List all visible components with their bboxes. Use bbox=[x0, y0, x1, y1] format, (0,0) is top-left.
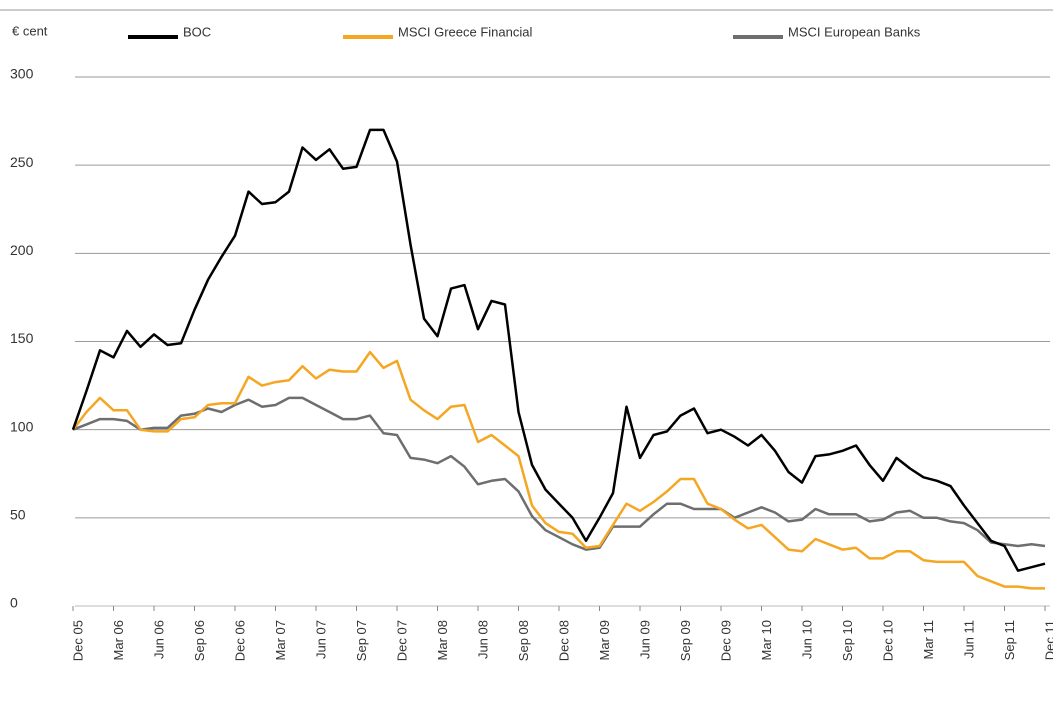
x-tick-label: Sep 07 bbox=[354, 620, 369, 661]
series-line bbox=[71, 128, 1046, 572]
x-tick-label: Mar 10 bbox=[759, 620, 774, 660]
y-tick-label: 250 bbox=[10, 154, 34, 170]
x-tick-label: Jun 10 bbox=[799, 620, 814, 659]
x-tick-label: Mar 09 bbox=[597, 620, 612, 660]
x-tick-label: Jun 09 bbox=[637, 620, 652, 659]
x-tick-label: Jun 08 bbox=[475, 620, 490, 659]
x-tick-label: Sep 11 bbox=[1002, 620, 1017, 660]
x-tick-label: Dec 05 bbox=[70, 620, 85, 661]
y-tick-label: 150 bbox=[10, 330, 34, 346]
x-tick-label: Dec 10 bbox=[880, 620, 895, 661]
legend-label: MSCI European Banks bbox=[788, 24, 921, 39]
x-tick-label: Sep 06 bbox=[192, 620, 207, 661]
legend-label: BOC bbox=[183, 24, 211, 39]
series-line bbox=[72, 396, 1046, 551]
x-tick-label: Mar 08 bbox=[435, 620, 450, 660]
y-axis-label: € cent bbox=[12, 23, 48, 38]
x-tick-label: Mar 06 bbox=[111, 620, 126, 660]
series-line bbox=[72, 350, 1045, 590]
x-tick-label: Jun 11 bbox=[961, 620, 976, 658]
x-tick-label: Jun 07 bbox=[313, 620, 328, 659]
x-tick-label: Mar 07 bbox=[273, 620, 288, 660]
x-tick-label: Sep 10 bbox=[840, 620, 855, 661]
x-tick-label: Sep 08 bbox=[516, 620, 531, 661]
y-tick-label: 100 bbox=[10, 418, 34, 434]
y-tick-label: 300 bbox=[10, 66, 34, 82]
y-tick-label: 200 bbox=[10, 242, 34, 258]
x-tick-label: Dec 06 bbox=[232, 620, 247, 661]
x-tick-label: Dec 11 bbox=[1042, 620, 1053, 660]
x-tick-label: Mar 11 bbox=[921, 620, 936, 660]
y-tick-label: 0 bbox=[10, 595, 18, 611]
x-tick-label: Dec 09 bbox=[718, 620, 733, 661]
legend-label: MSCI Greece Financial bbox=[398, 24, 532, 39]
x-tick-label: Sep 09 bbox=[678, 620, 693, 661]
x-tick-label: Dec 08 bbox=[556, 620, 571, 661]
x-tick-label: Jun 06 bbox=[151, 620, 166, 659]
y-tick-label: 50 bbox=[10, 507, 26, 523]
x-tick-label: Dec 07 bbox=[394, 620, 409, 661]
